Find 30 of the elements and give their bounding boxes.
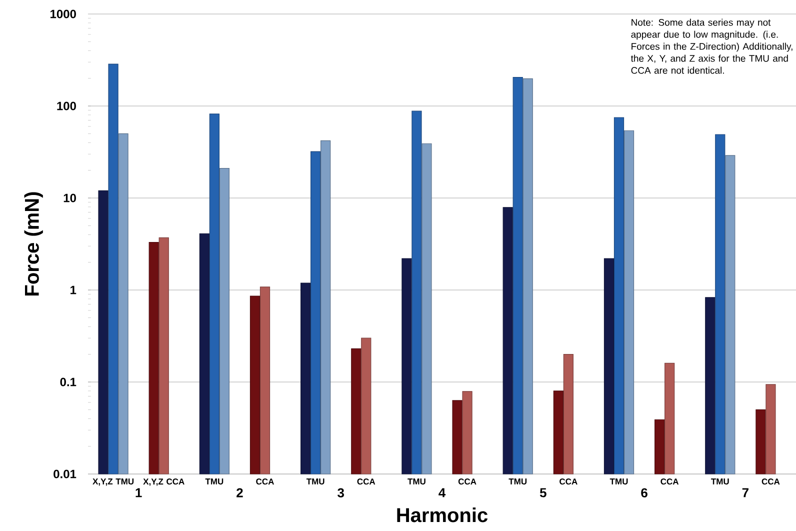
x-tick-label: TMU bbox=[205, 478, 224, 484]
y-tick-label: 1000 bbox=[50, 10, 76, 18]
x-tick-label: X,Y,Z TMU bbox=[92, 478, 134, 486]
x-tick-label: CCA bbox=[560, 478, 578, 485]
text: 1 bbox=[136, 488, 142, 498]
y-tick-label: 1 bbox=[70, 286, 76, 294]
y-tick-label: 0.1 bbox=[60, 378, 76, 386]
x-tick-label: X,Y,Z CCA bbox=[143, 478, 184, 486]
y-tick-label: 0.01 bbox=[54, 470, 76, 478]
x-tick-label: CCA bbox=[458, 478, 476, 485]
text: 4 bbox=[438, 488, 446, 498]
y-tick-label: 10 bbox=[64, 194, 76, 202]
x-axis-title: Harmonic bbox=[397, 508, 488, 522]
text: 3 bbox=[338, 488, 344, 498]
text: 2 bbox=[236, 488, 243, 498]
x-tick-label: TMU bbox=[508, 478, 527, 484]
x-tick-label: TMU bbox=[711, 478, 729, 484]
x-tick-label: CCA bbox=[660, 478, 679, 485]
y-axis-title: Force (mN) bbox=[24, 192, 43, 296]
x-tick-label: CCA bbox=[256, 478, 274, 485]
text: 7 bbox=[742, 488, 748, 498]
text: 6 bbox=[641, 488, 648, 498]
x-tick-label: TMU bbox=[306, 478, 324, 484]
x-tick-label: TMU bbox=[610, 478, 628, 484]
x-tick-label: CCA bbox=[762, 478, 780, 485]
y-tick-label: 100 bbox=[57, 102, 76, 110]
text: 5 bbox=[540, 488, 546, 498]
annotation: Note: Some data series may not appear due to low magnitude. (i.e. Forces in the Z-Direction) Additionally, the X, Y, and Z axis for the TMU and CCA are not identical. bbox=[630, 18, 792, 74]
x-tick-label: TMU bbox=[408, 478, 426, 484]
x-tick-label: CCA bbox=[357, 478, 376, 485]
